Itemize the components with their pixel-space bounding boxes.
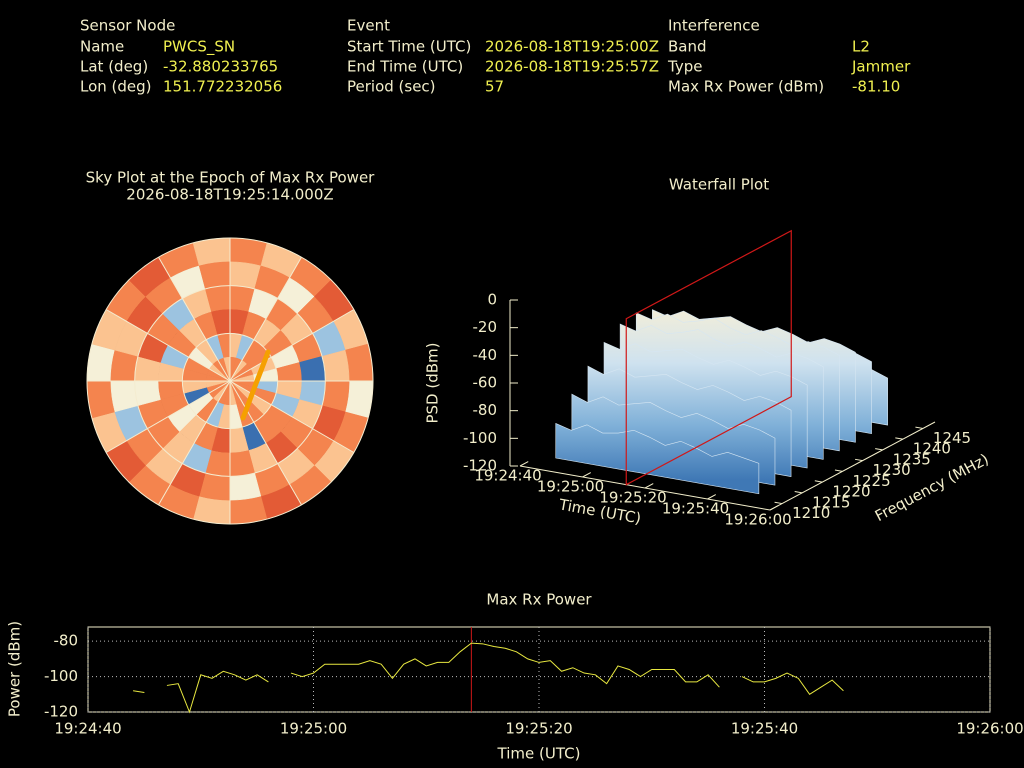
x-tick-label: 19:26:00 (956, 720, 1023, 738)
field-label: Lon (deg) (80, 78, 152, 96)
sky-cell (192, 495, 231, 525)
x-tick (644, 483, 654, 489)
y-tick-label: 1220 (832, 483, 870, 501)
field-value: Jammer (851, 58, 911, 76)
section-title: Sensor Node (80, 17, 175, 35)
field-value: PWCS_SN (163, 38, 235, 57)
y-tick (854, 458, 863, 462)
axis-line (769, 421, 936, 511)
x-axis-label: Time (UTC) (497, 745, 581, 763)
field-value: -32.880233765 (163, 58, 278, 76)
x-tick-label: 19:25:20 (599, 489, 666, 507)
sky-spoke (158, 256, 231, 382)
field-label: Period (sec) (347, 78, 436, 96)
y-tick-label: -120 (44, 703, 78, 721)
y-tick (915, 426, 924, 429)
z-tick-label: -60 (473, 374, 498, 392)
y-tick-label: 1215 (812, 493, 850, 511)
field-label: Type (667, 58, 702, 76)
y-tick-label: 1240 (913, 440, 951, 458)
y-tick-label: 1230 (873, 461, 911, 479)
z-tick-label: 0 (487, 291, 497, 309)
sky-spoke (105, 380, 231, 453)
sky-cell (344, 380, 374, 419)
z-tick-label: -20 (473, 318, 498, 336)
field-value: 2026-08-18T19:25:00Z (485, 38, 659, 56)
x-tick-label: 19:24:40 (474, 467, 541, 485)
x-tick-label: 19:26:00 (724, 511, 791, 529)
field-label: Start Time (UTC) (347, 38, 471, 56)
field-label: Band (668, 38, 707, 56)
field-label: End Time (UTC) (347, 58, 463, 76)
sky-spoke (158, 380, 231, 506)
x-tick (519, 461, 529, 467)
z-tick-label: -100 (463, 429, 497, 447)
field-value: 2026-08-18T19:25:57Z (485, 58, 659, 76)
x-tick-label: 19:24:40 (54, 720, 121, 738)
field-value: L2 (852, 38, 870, 56)
field-value: 57 (485, 78, 504, 96)
x-tick (582, 472, 591, 478)
field-value: 151.772232056 (163, 78, 282, 96)
x-tick-label: 19:25:40 (662, 500, 729, 518)
y-tick-label: 1235 (893, 450, 931, 468)
field-value: -81.10 (852, 78, 900, 96)
y-tick-label: 1210 (792, 504, 830, 522)
x-tick-label: 19:25:00 (537, 478, 604, 496)
y-tick (774, 501, 783, 505)
x-tick (769, 505, 779, 511)
power-line (133, 642, 844, 714)
y-tick (895, 437, 903, 440)
sky-spoke (105, 309, 231, 382)
psd-slice (555, 422, 760, 495)
y-tick-label: 1225 (852, 472, 890, 490)
z-tick-label: -80 (473, 401, 498, 419)
y-tick (814, 480, 823, 483)
sky-cell (344, 343, 374, 382)
y-tick-label: 1245 (933, 429, 971, 447)
y-tick (834, 469, 843, 472)
sky-cell (86, 380, 116, 419)
sky-spoke (229, 256, 302, 382)
chart-title: Max Rx Power (486, 591, 592, 609)
chart-title: Sky Plot at the Epoch of Max Rx Power (86, 169, 376, 187)
field-label: Name (80, 38, 124, 56)
y-tick (875, 448, 883, 451)
z-tick-label: -40 (473, 346, 498, 364)
sky-cell (86, 343, 116, 382)
y-axis-label: Power (dBm) (6, 621, 24, 717)
y-tick-label: -100 (44, 667, 78, 685)
field-label: Max Rx Power (dBm) (668, 78, 824, 96)
sky-cell (229, 237, 268, 267)
epoch-plane (625, 229, 792, 486)
section-title: Interference (668, 17, 760, 35)
y-tick (794, 491, 803, 494)
chart-subtitle: 2026-08-18T19:25:14.000Z (126, 186, 333, 204)
z-axis-label: PSD (dBm) (424, 342, 442, 423)
satellite-track (240, 349, 271, 421)
x-tick-label: 19:25:40 (731, 720, 798, 738)
z-tick-label: -120 (463, 457, 497, 475)
sky-spoke (229, 309, 355, 382)
x-tick-label: 19:25:20 (505, 720, 572, 738)
y-tick-label: -80 (54, 632, 79, 650)
chart-title: Waterfall Plot (669, 176, 769, 194)
section-title: Event (347, 17, 390, 35)
sky-spoke (229, 380, 302, 506)
sky-cell (229, 495, 268, 525)
sky-cell (192, 237, 231, 267)
x-tick (707, 494, 716, 500)
x-tick-label: 19:25:00 (280, 720, 347, 738)
field-label: Lat (deg) (80, 58, 148, 76)
